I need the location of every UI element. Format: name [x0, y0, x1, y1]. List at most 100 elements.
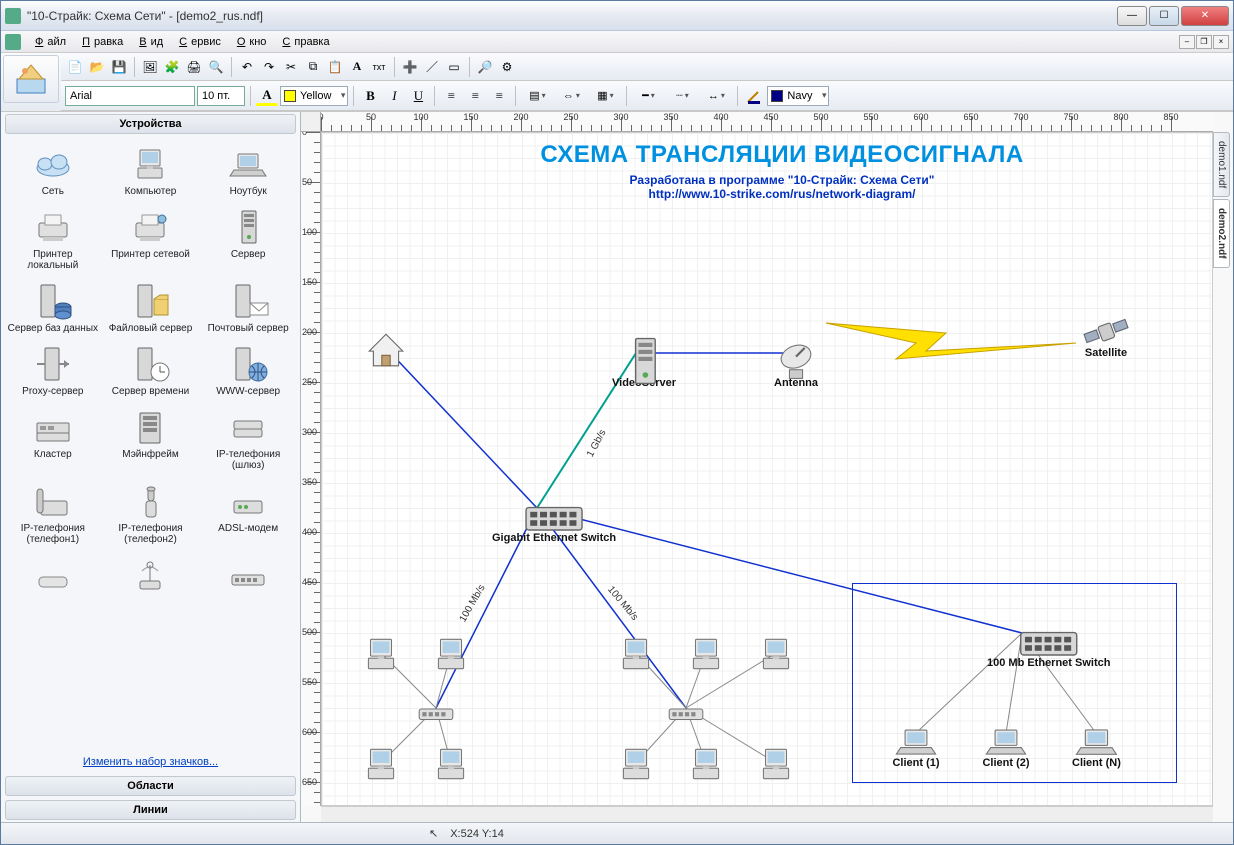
node-pc_a2[interactable] — [427, 633, 475, 675]
arrow-style-button[interactable]: ↔ — [700, 86, 732, 106]
mdi-close-button[interactable]: × — [1213, 35, 1229, 49]
mdi-minimize-button[interactable]: – — [1179, 35, 1195, 49]
menu-сервис[interactable]: Сервис — [171, 34, 229, 50]
menu-справка[interactable]: Справка — [274, 34, 337, 50]
node-pc_b3[interactable] — [752, 633, 800, 675]
diagram-canvas[interactable]: СХЕМА ТРАНСЛЯЦИИ ВИДЕОСИГНАЛА Разработан… — [321, 132, 1213, 806]
device-label: Сервер баз данных — [8, 323, 98, 334]
menu-правка[interactable]: Правка — [74, 34, 131, 50]
change-iconset-link[interactable]: Изменить набор значков... — [83, 756, 218, 768]
align-left-button[interactable]: ≡ — [440, 86, 462, 106]
device-computer[interactable]: Компьютер — [103, 140, 199, 201]
maximize-button[interactable]: ☐ — [1149, 6, 1179, 26]
doc-tab-demo2.ndf[interactable]: demo2.ndf — [1213, 199, 1230, 268]
line-width-button[interactable]: ━ — [632, 86, 664, 106]
device-server-db[interactable]: Сервер баз данных — [5, 277, 101, 338]
node-videoserver[interactable]: VideoServer — [612, 333, 676, 389]
undo-button[interactable]: ↶ — [237, 57, 257, 77]
redo-button[interactable]: ↷ — [259, 57, 279, 77]
save-button[interactable]: 💾 — [109, 57, 129, 77]
node-pc_a1[interactable] — [357, 633, 405, 675]
insert-text-button[interactable]: тхт — [369, 57, 389, 77]
node-gswitch[interactable]: Gigabit Ethernet Switch — [492, 488, 616, 544]
node-pc_a4[interactable] — [427, 743, 475, 785]
device-wifi-ap[interactable] — [103, 551, 199, 601]
copy-button[interactable]: ⧉ — [303, 57, 323, 77]
align-right-button[interactable]: ≡ — [488, 86, 510, 106]
bold-button[interactable]: B — [359, 86, 381, 106]
device-server-www[interactable]: WWW-сервер — [200, 340, 296, 401]
export-image-button[interactable]: 🖼 — [140, 57, 160, 77]
node-pc_a3[interactable] — [357, 743, 405, 785]
new-button[interactable]: 📄 — [65, 57, 85, 77]
font-family-combo[interactable] — [65, 86, 195, 106]
settings-button[interactable]: ⚙ — [497, 57, 517, 77]
search-devices-button[interactable]: 🔎 — [475, 57, 495, 77]
device-voip-phone1[interactable]: IP-телефония (телефон1) — [5, 477, 101, 549]
cut-button[interactable]: ✂ — [281, 57, 301, 77]
menu-вид[interactable]: Вид — [131, 34, 171, 50]
minimize-button[interactable]: — — [1117, 6, 1147, 26]
device-switch-small[interactable] — [200, 551, 296, 601]
line-style-button[interactable]: ┈ — [666, 86, 698, 106]
node-pc_b2[interactable] — [682, 633, 730, 675]
node-pc_b4[interactable] — [612, 743, 660, 785]
sidebar-section-devices[interactable]: Устройства — [5, 114, 296, 134]
horizontal-scrollbar[interactable] — [321, 806, 1213, 822]
line-color-combo[interactable]: Navy — [767, 86, 829, 106]
distribute-button[interactable]: ⇔ — [555, 86, 587, 106]
device-voip-gateway[interactable]: IP-телефония (шлюз) — [200, 403, 296, 475]
print-preview-button[interactable]: 🔍 — [206, 57, 226, 77]
mdi-restore-button[interactable]: ❐ — [1196, 35, 1212, 49]
menu-файл[interactable]: Файл — [27, 34, 74, 50]
device-cluster[interactable]: Кластер — [5, 403, 101, 475]
sidebar-section-regions[interactable]: Области — [5, 776, 296, 796]
valign-button[interactable]: ▤ — [521, 86, 553, 106]
main-area: Устройства СетьКомпьютерНоутбук Принтер л… — [1, 112, 1233, 822]
node-house[interactable] — [362, 328, 410, 370]
fill-color-combo[interactable]: Yellow — [280, 86, 348, 106]
sidebar-section-lines[interactable]: Линии — [5, 800, 296, 820]
device-printer[interactable]: Принтер локальный — [5, 203, 101, 275]
node-pc_b5[interactable] — [682, 743, 730, 785]
doc-tab-demo1.ndf[interactable]: demo1.ndf — [1213, 132, 1230, 197]
node-antenna[interactable]: Antenna — [772, 333, 820, 389]
device-server-proxy[interactable]: Proxy-сервер — [5, 340, 101, 401]
print-button[interactable]: 🖨 — [184, 57, 204, 77]
open-button[interactable]: 📂 — [87, 57, 107, 77]
group-button[interactable]: ▦ — [589, 86, 621, 106]
node-hub1[interactable] — [412, 688, 460, 730]
device-server-time[interactable]: Сервер времени — [103, 340, 199, 401]
italic-button[interactable]: I — [383, 86, 405, 106]
underline-button[interactable]: U — [407, 86, 429, 106]
device-voip-phone2[interactable]: IP-телефония (телефон2) — [103, 477, 199, 549]
device-laptop[interactable]: Ноутбук — [200, 140, 296, 201]
device-adsl[interactable]: ADSL-модем — [200, 477, 296, 549]
export-visio-button[interactable]: 🧩 — [162, 57, 182, 77]
switch-icon — [509, 488, 599, 530]
node-pc_b1[interactable] — [612, 633, 660, 675]
align-center-button[interactable]: ≡ — [464, 86, 486, 106]
device-server[interactable]: Сервер — [200, 203, 296, 275]
device-server-file[interactable]: Файловый сервер — [103, 277, 199, 338]
menu-окно[interactable]: Окно — [229, 34, 275, 50]
add-area-button[interactable]: ▭ — [444, 57, 464, 77]
text-tool-button[interactable]: A — [347, 57, 367, 77]
region-box[interactable] — [852, 583, 1177, 783]
node-hub2[interactable] — [662, 688, 710, 730]
close-button[interactable]: ✕ — [1181, 6, 1229, 26]
device-modem-flat[interactable] — [5, 551, 101, 601]
line-color-button[interactable] — [743, 86, 765, 106]
node-pc_b6[interactable] — [752, 743, 800, 785]
device-printer-net[interactable]: Принтер сетевой — [103, 203, 199, 275]
font-color-button[interactable]: A — [256, 86, 278, 106]
device-cloud[interactable]: Сеть — [5, 140, 101, 201]
node-satellite[interactable]: Satellite — [1082, 303, 1130, 359]
add-line-button[interactable]: ／ — [422, 57, 442, 77]
device-mainframe[interactable]: Мэйнфрейм — [103, 403, 199, 475]
paste-button[interactable]: 📋 — [325, 57, 345, 77]
add-device-button[interactable]: ➕ — [400, 57, 420, 77]
device-server-mail[interactable]: Почтовый сервер — [200, 277, 296, 338]
font-size-combo[interactable] — [197, 86, 245, 106]
scan-network-button[interactable] — [3, 55, 59, 103]
